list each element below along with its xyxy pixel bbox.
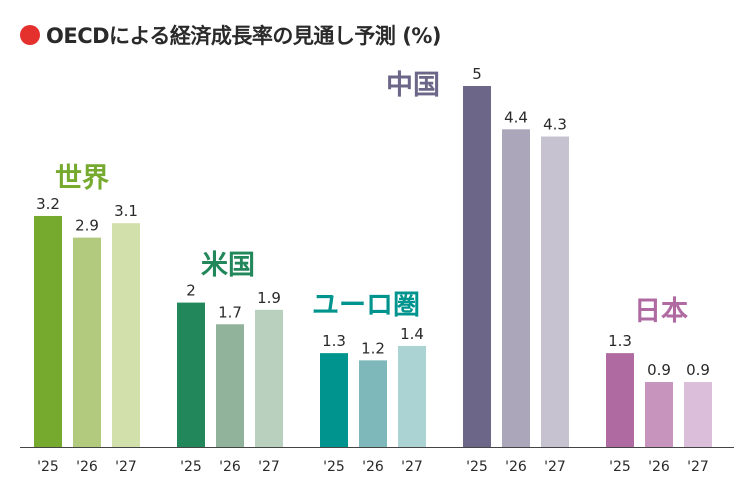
series-label-1: 世界 xyxy=(55,163,109,194)
x-tick-label-3-3: '27 xyxy=(401,459,423,475)
bar-4-3 xyxy=(541,136,569,448)
data-label-3-3: 1.4 xyxy=(400,325,424,343)
bar-1-3 xyxy=(112,223,140,447)
x-tick-label-3-2: '26 xyxy=(362,459,384,475)
data-label-1-1: 3.2 xyxy=(36,195,60,213)
data-label-2-3: 1.9 xyxy=(257,289,281,307)
bar-5-2 xyxy=(645,382,673,447)
data-label-2-1: 2 xyxy=(186,282,196,300)
x-tick-label-4-2: '26 xyxy=(505,459,527,475)
data-label-4-2: 4.4 xyxy=(504,108,528,126)
x-tick-label-5-1: '25 xyxy=(609,459,631,475)
bar-3-1 xyxy=(320,353,348,447)
data-label-3-1: 1.3 xyxy=(322,332,346,350)
bar-1-1 xyxy=(34,215,62,447)
bar-4-1 xyxy=(463,86,491,447)
chart-title-group: OECDによる経済成長率の見通し予測 (%) xyxy=(20,18,441,52)
bar-3-3 xyxy=(398,345,426,447)
data-label-4-1: 5 xyxy=(472,65,482,83)
data-label-5-3: 0.9 xyxy=(686,361,710,379)
data-label-3-2: 1.2 xyxy=(361,339,385,357)
bar-5-3 xyxy=(684,382,712,447)
x-tick-label-2-1: '25 xyxy=(180,459,202,475)
bar-1-2 xyxy=(73,237,101,447)
title-bullet-icon xyxy=(20,25,40,45)
data-label-4-3: 4.3 xyxy=(543,116,567,134)
bar-2-1 xyxy=(177,302,205,447)
x-tick-label-4-3: '27 xyxy=(544,459,566,475)
data-label-2-2: 1.7 xyxy=(218,303,242,321)
x-tick-label-5-2: '26 xyxy=(648,459,670,475)
data-label-1-2: 2.9 xyxy=(75,217,99,235)
chart-title: OECDによる経済成長率の見通し予測 (%) xyxy=(46,24,441,48)
x-tick-label-4-1: '25 xyxy=(466,459,488,475)
bar-4-2 xyxy=(502,129,530,447)
x-tick-label-1-1: '25 xyxy=(37,459,59,475)
data-label-5-1: 1.3 xyxy=(608,332,632,350)
data-label-5-2: 0.9 xyxy=(647,361,671,379)
data-label-1-3: 3.1 xyxy=(114,202,138,220)
x-tick-label-1-3: '27 xyxy=(115,459,137,475)
x-tick-label-2-2: '26 xyxy=(219,459,241,475)
x-tick-label-3-1: '25 xyxy=(323,459,345,475)
bar-2-3 xyxy=(255,309,283,447)
bar-5-1 xyxy=(606,353,634,447)
series-label-5: 日本 xyxy=(634,296,688,327)
series-label-3: ユーロ圏 xyxy=(312,290,420,321)
series-label-4: 中国 xyxy=(386,70,440,101)
x-tick-label-5-3: '27 xyxy=(687,459,709,475)
x-tick-label-2-3: '27 xyxy=(258,459,280,475)
bar-3-2 xyxy=(359,360,387,447)
bar-2-2 xyxy=(216,324,244,447)
x-tick-label-1-2: '26 xyxy=(76,459,98,475)
series-label-2: 米国 xyxy=(201,250,255,281)
